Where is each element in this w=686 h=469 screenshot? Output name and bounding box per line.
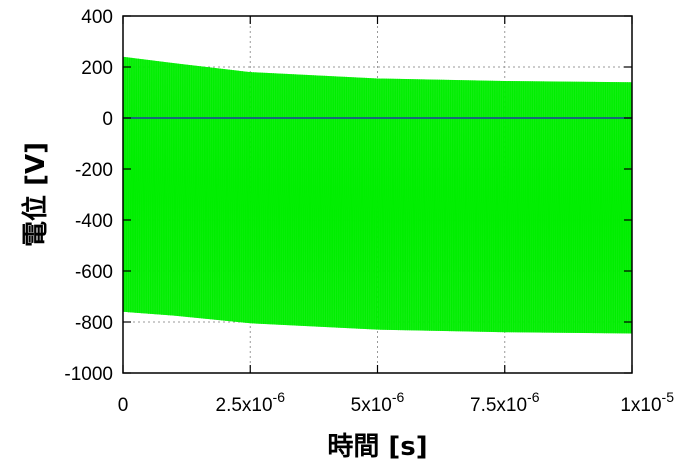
x-tick-label: 5x10-6 <box>351 389 405 416</box>
series-layer <box>122 56 633 334</box>
y-tick-label: -200 <box>75 160 113 181</box>
x-tick-label: 1x10-5 <box>620 389 674 416</box>
series-oscillation-line <box>122 56 633 334</box>
x-axis-label: 時間 [s] <box>327 432 427 462</box>
y-tick-label: -400 <box>75 211 113 232</box>
x-tick-label: 2.5x10-6 <box>216 389 286 416</box>
x-tick-exponent: -6 <box>392 389 405 405</box>
x-tick-exponent: -5 <box>662 389 675 405</box>
y-tick-label: 0 <box>102 109 113 130</box>
y-tick-label: -800 <box>75 313 113 334</box>
x-tick-label: 0 <box>118 395 129 416</box>
x-tick-exponent: -6 <box>527 389 540 405</box>
y-tick-label: 200 <box>81 58 113 79</box>
y-tick-label: 400 <box>81 7 113 28</box>
x-tick-label: 7.5x10-6 <box>470 389 540 416</box>
y-tick-label: -600 <box>75 262 113 283</box>
y-axis-label: 電位 [V] <box>20 142 51 247</box>
y-tick-label: -1000 <box>64 364 113 385</box>
ticks <box>122 15 633 374</box>
x-tick-exponent: -6 <box>273 389 286 405</box>
